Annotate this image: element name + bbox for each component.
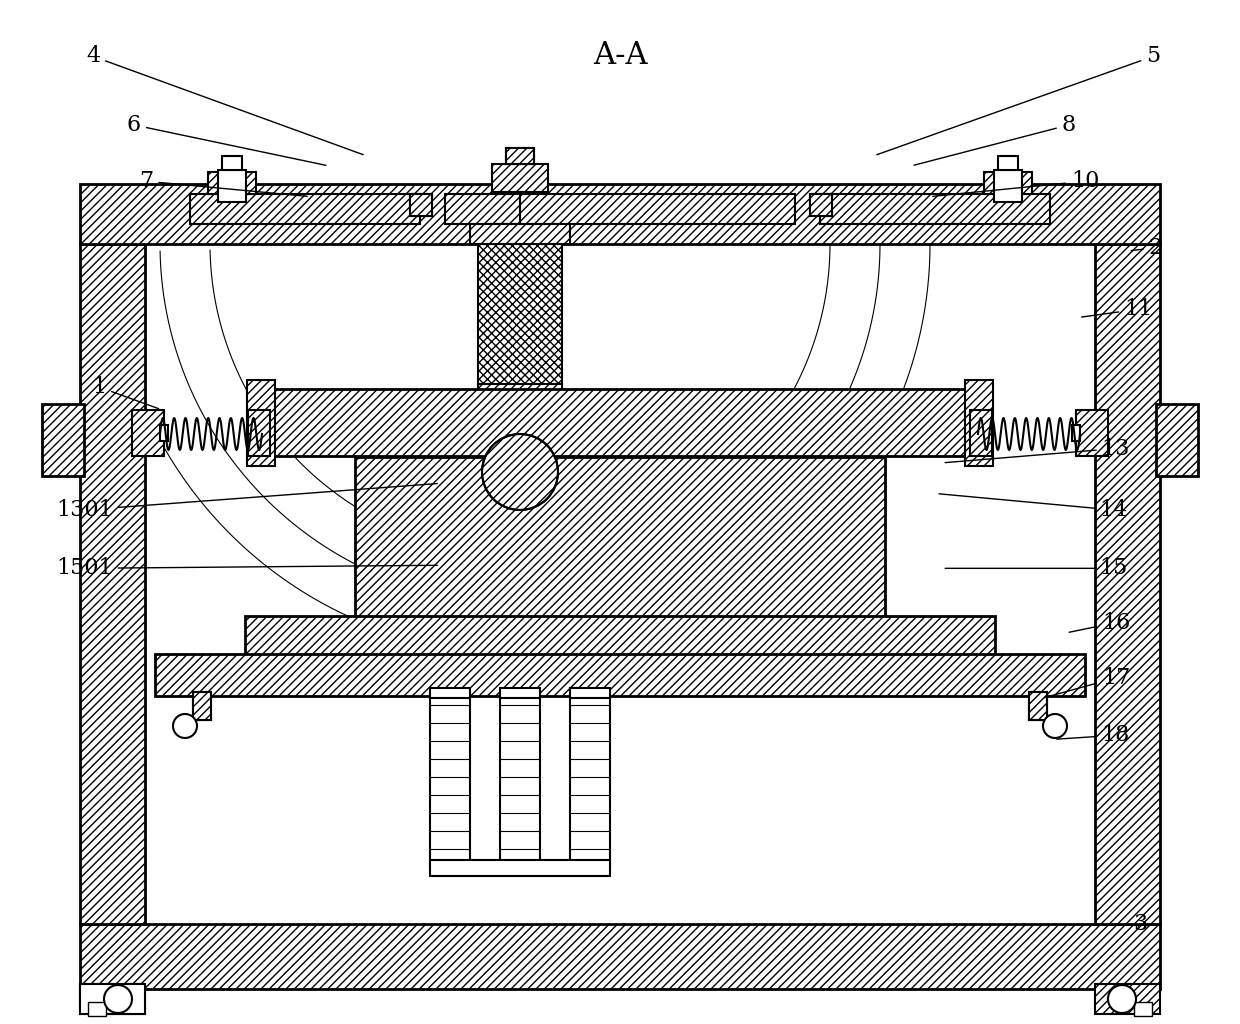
Text: 18: 18: [1056, 724, 1130, 746]
Bar: [81, 244, 145, 924]
Bar: [81, 984, 145, 1014]
Bar: [985, 172, 1032, 194]
Bar: [410, 194, 432, 216]
Text: 5: 5: [877, 45, 1161, 155]
Bar: [1076, 410, 1109, 456]
Bar: [500, 688, 539, 698]
Bar: [570, 694, 610, 866]
Bar: [492, 164, 548, 193]
Text: 13: 13: [945, 437, 1130, 463]
Circle shape: [174, 714, 197, 738]
Bar: [81, 184, 1159, 244]
Bar: [470, 224, 570, 244]
Bar: [155, 654, 1085, 696]
Circle shape: [104, 985, 131, 1013]
Text: 1501: 1501: [56, 557, 438, 580]
Bar: [820, 194, 1050, 224]
Bar: [1156, 404, 1198, 476]
Text: 3: 3: [1133, 912, 1148, 935]
Text: 6: 6: [126, 114, 326, 165]
Bar: [218, 170, 246, 202]
Text: 10: 10: [932, 170, 1099, 197]
Bar: [965, 380, 993, 466]
Bar: [570, 688, 610, 698]
Text: 1: 1: [92, 376, 159, 409]
Bar: [160, 425, 167, 441]
Bar: [248, 410, 270, 456]
Bar: [1073, 425, 1080, 441]
Bar: [410, 194, 432, 216]
Bar: [810, 194, 832, 216]
Bar: [265, 389, 975, 456]
Text: 1301: 1301: [56, 483, 438, 521]
Bar: [190, 194, 420, 224]
Text: 2: 2: [1131, 237, 1163, 259]
Text: 8: 8: [914, 114, 1076, 165]
Text: 16: 16: [1069, 611, 1130, 634]
Bar: [222, 156, 242, 170]
Bar: [131, 410, 164, 456]
Bar: [208, 172, 255, 194]
Bar: [1095, 984, 1159, 1014]
Bar: [1135, 1002, 1152, 1016]
Bar: [477, 384, 562, 399]
Circle shape: [1109, 985, 1136, 1013]
Bar: [430, 694, 470, 866]
Bar: [355, 457, 885, 618]
Bar: [445, 194, 795, 224]
Bar: [247, 380, 275, 466]
Circle shape: [1043, 714, 1066, 738]
Bar: [430, 688, 470, 698]
Bar: [88, 1002, 105, 1016]
Bar: [1029, 692, 1047, 720]
Bar: [42, 404, 84, 476]
Bar: [81, 924, 1159, 989]
Text: 17: 17: [1044, 667, 1130, 697]
Bar: [506, 148, 534, 164]
Bar: [81, 984, 145, 1014]
Bar: [477, 244, 562, 389]
Text: 14: 14: [939, 494, 1127, 521]
Bar: [506, 148, 534, 164]
Bar: [810, 194, 832, 216]
Bar: [500, 694, 539, 866]
Bar: [1095, 244, 1159, 924]
Bar: [430, 860, 610, 876]
Bar: [246, 616, 994, 656]
Circle shape: [482, 434, 558, 510]
Bar: [193, 692, 211, 720]
Text: A-A: A-A: [593, 41, 647, 72]
Text: 7: 7: [139, 170, 308, 197]
Bar: [998, 156, 1018, 170]
Text: 15: 15: [945, 557, 1127, 580]
Bar: [1029, 692, 1047, 720]
Bar: [193, 692, 211, 720]
Bar: [970, 410, 992, 456]
Bar: [994, 170, 1022, 202]
Text: 11: 11: [1081, 298, 1152, 321]
Text: 4: 4: [86, 45, 363, 155]
